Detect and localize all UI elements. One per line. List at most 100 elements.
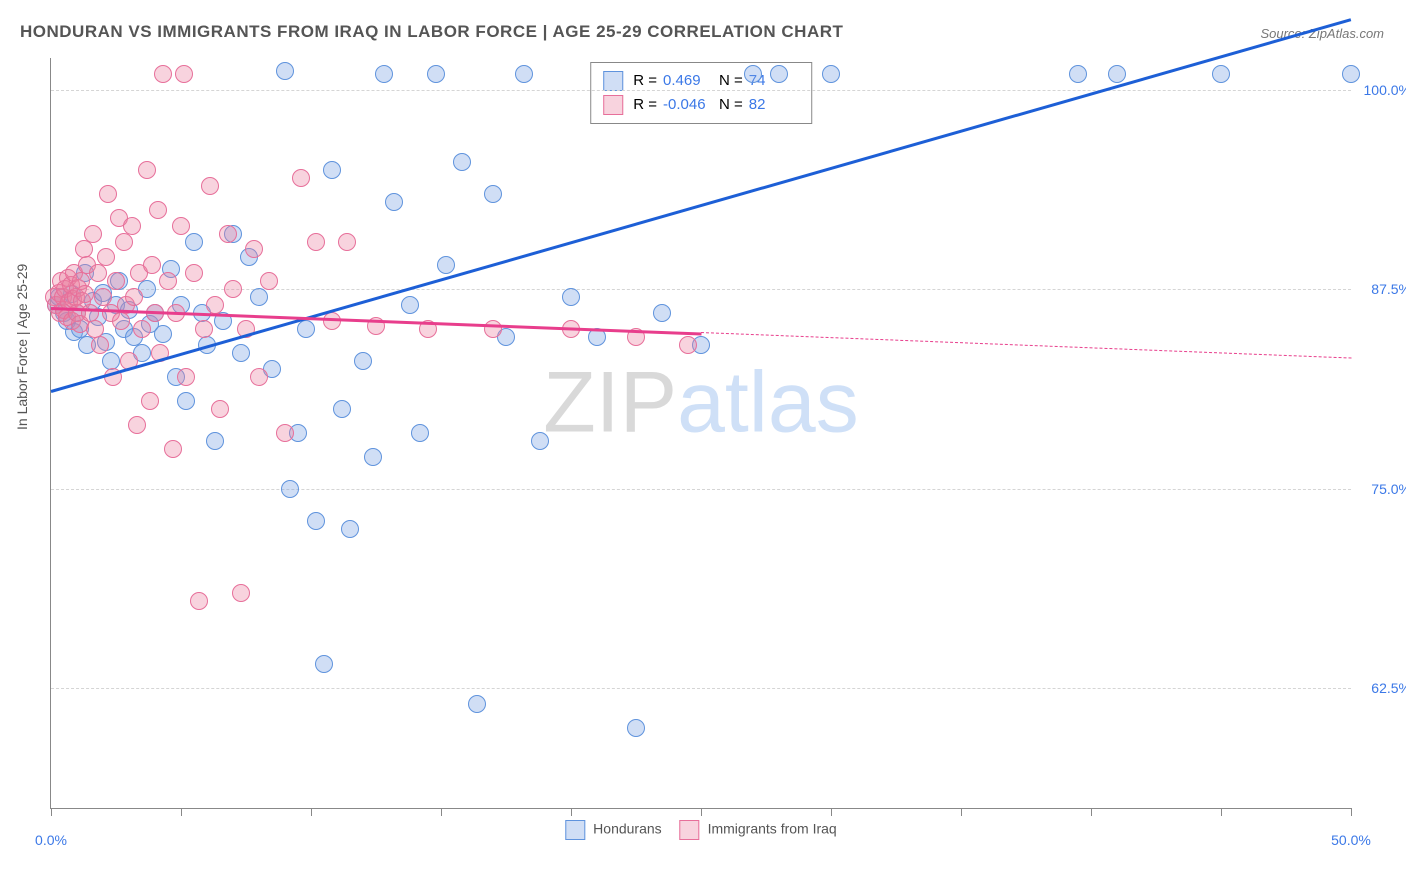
trendline (701, 332, 1351, 359)
marker-hondurans (341, 520, 359, 538)
marker-iraq (195, 320, 213, 338)
marker-hondurans (1212, 65, 1230, 83)
marker-hondurans (250, 288, 268, 306)
marker-hondurans (281, 480, 299, 498)
plot-area: ZIPatlas R = 0.469 N = 74 R = -0.046 N =… (50, 58, 1351, 809)
marker-iraq (250, 368, 268, 386)
marker-hondurans (297, 320, 315, 338)
marker-iraq (128, 416, 146, 434)
y-tick-label: 87.5% (1356, 281, 1406, 297)
marker-hondurans (484, 185, 502, 203)
marker-hondurans (307, 512, 325, 530)
legend-item-1: Hondurans (565, 820, 661, 840)
watermark-zip: ZIP (543, 355, 677, 451)
x-tick (831, 808, 832, 816)
marker-iraq (91, 336, 109, 354)
marker-iraq (177, 368, 195, 386)
marker-iraq (143, 256, 161, 274)
marker-iraq (307, 233, 325, 251)
y-tick-label: 100.0% (1356, 82, 1406, 98)
marker-iraq (245, 240, 263, 258)
marker-iraq (125, 288, 143, 306)
marker-iraq (679, 336, 697, 354)
stats-R-value-2: -0.046 (663, 93, 713, 117)
gridline-h (51, 688, 1351, 689)
marker-hondurans (185, 233, 203, 251)
swatch-series2 (680, 820, 700, 840)
marker-hondurans (468, 695, 486, 713)
x-tick-label: 0.0% (35, 832, 67, 848)
swatch-series1 (565, 820, 585, 840)
marker-iraq (141, 392, 159, 410)
marker-iraq (224, 280, 242, 298)
marker-iraq (154, 65, 172, 83)
legend-label-2: Immigrants from Iraq (708, 821, 837, 837)
marker-hondurans (401, 296, 419, 314)
marker-hondurans (1342, 65, 1360, 83)
marker-iraq (338, 233, 356, 251)
watermark: ZIPatlas (543, 354, 858, 453)
watermark-atlas: atlas (677, 355, 859, 451)
marker-hondurans (453, 153, 471, 171)
x-tick (181, 808, 182, 816)
gridline-h (51, 289, 1351, 290)
x-tick (1221, 808, 1222, 816)
marker-hondurans (315, 655, 333, 673)
y-tick-label: 75.0% (1356, 481, 1406, 497)
marker-iraq (115, 233, 133, 251)
marker-iraq (97, 248, 115, 266)
marker-hondurans (323, 161, 341, 179)
legend-item-2: Immigrants from Iraq (680, 820, 837, 840)
marker-iraq (260, 272, 278, 290)
marker-hondurans (1069, 65, 1087, 83)
marker-hondurans (206, 432, 224, 450)
marker-iraq (484, 320, 502, 338)
legend: Hondurans Immigrants from Iraq (565, 820, 836, 840)
marker-iraq (76, 285, 94, 303)
marker-iraq (211, 400, 229, 418)
x-tick (1351, 808, 1352, 816)
marker-iraq (138, 161, 156, 179)
swatch-series2 (603, 95, 623, 115)
marker-hondurans (822, 65, 840, 83)
marker-hondurans (515, 65, 533, 83)
x-tick (1091, 808, 1092, 816)
gridline-h (51, 90, 1351, 91)
marker-iraq (201, 177, 219, 195)
marker-iraq (123, 217, 141, 235)
marker-iraq (175, 65, 193, 83)
marker-hondurans (770, 65, 788, 83)
marker-hondurans (562, 288, 580, 306)
marker-hondurans (385, 193, 403, 211)
marker-iraq (292, 169, 310, 187)
x-tick (961, 808, 962, 816)
x-tick-label: 50.0% (1331, 832, 1371, 848)
swatch-series1 (603, 71, 623, 91)
marker-hondurans (437, 256, 455, 274)
marker-iraq (172, 217, 190, 235)
marker-iraq (159, 272, 177, 290)
marker-iraq (185, 264, 203, 282)
gridline-h (51, 489, 1351, 490)
y-axis-label: In Labor Force | Age 25-29 (14, 264, 30, 430)
marker-hondurans (627, 719, 645, 737)
marker-hondurans (364, 448, 382, 466)
marker-hondurans (744, 65, 762, 83)
marker-iraq (149, 201, 167, 219)
x-tick (311, 808, 312, 816)
marker-iraq (206, 296, 224, 314)
marker-iraq (164, 440, 182, 458)
marker-hondurans (354, 352, 372, 370)
marker-iraq (107, 272, 125, 290)
marker-iraq (112, 312, 130, 330)
marker-hondurans (1108, 65, 1126, 83)
marker-hondurans (333, 400, 351, 418)
stats-R-label: R = (633, 93, 657, 117)
marker-hondurans (177, 392, 195, 410)
marker-iraq (133, 320, 151, 338)
marker-hondurans (276, 62, 294, 80)
marker-hondurans (154, 325, 172, 343)
marker-hondurans (653, 304, 671, 322)
stats-N-label: N = (719, 93, 743, 117)
marker-iraq (99, 185, 117, 203)
